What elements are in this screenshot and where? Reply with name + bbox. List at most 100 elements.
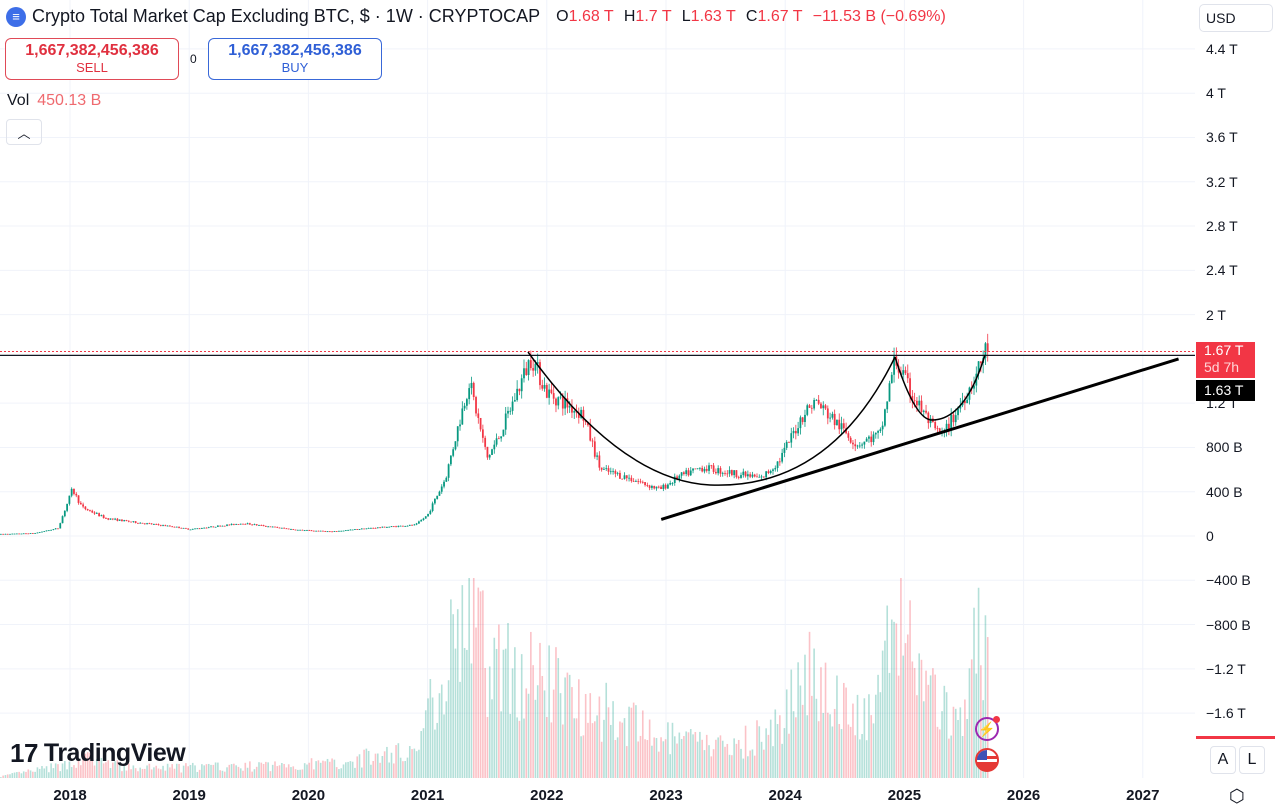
candle-body — [418, 521, 420, 524]
candle-body — [701, 467, 704, 472]
candle-body — [143, 523, 146, 525]
low-key: L — [681, 7, 691, 25]
volume-bar — [653, 737, 656, 778]
log-scale-button[interactable]: L — [1239, 746, 1265, 774]
volume-bar — [719, 735, 722, 778]
volume-bar — [913, 667, 916, 778]
volume-bar — [959, 707, 962, 778]
volume-bar — [888, 672, 891, 778]
candle-body — [162, 525, 164, 526]
volume-bar — [388, 762, 391, 778]
volume-bar — [429, 679, 432, 778]
candle-body — [856, 445, 859, 447]
volume-bar — [22, 771, 25, 778]
candle-body — [603, 468, 605, 470]
candle-body — [148, 523, 151, 525]
candle-body — [271, 526, 274, 528]
candle-body — [443, 481, 445, 487]
candle-body — [481, 429, 484, 438]
candle-body — [89, 510, 91, 512]
candle-body — [36, 532, 39, 534]
volume-bar — [790, 669, 793, 778]
volume-bar — [548, 645, 550, 778]
y-tick-label: 2.4 T — [1206, 262, 1238, 279]
candle-body — [370, 527, 372, 529]
volume-bar — [591, 723, 594, 778]
auto-scale-button[interactable]: A — [1210, 746, 1236, 774]
x-tick-label: 2018 — [53, 787, 87, 804]
volume-bar — [431, 697, 434, 778]
candle-body — [180, 527, 183, 529]
candle-body — [114, 518, 116, 520]
candle-body — [673, 476, 676, 483]
candle-body — [372, 527, 375, 529]
volume-bar — [162, 765, 164, 778]
us-flag-economic-events-icon[interactable] — [975, 748, 999, 772]
volume-bar — [863, 698, 866, 778]
volume-bar — [984, 615, 987, 778]
volume-bar — [756, 720, 758, 778]
candle-body — [520, 378, 523, 392]
candle-body — [246, 523, 249, 525]
volume-bar — [831, 726, 834, 778]
candle-body — [523, 368, 525, 379]
candle-body — [890, 374, 893, 384]
volume-bar — [498, 624, 500, 778]
volume-bar — [612, 701, 614, 778]
volume-bar — [333, 759, 336, 778]
volume-bar — [109, 768, 112, 778]
candle-body — [529, 360, 532, 369]
candle-body — [315, 530, 318, 532]
x-tick-label: 2023 — [649, 787, 683, 804]
y-tick-label: −400 B — [1206, 572, 1251, 589]
volume-bar — [75, 767, 78, 778]
volume-bar — [354, 767, 356, 778]
volume-bar — [472, 578, 475, 778]
lightning-events-icon[interactable]: ⚡ — [975, 717, 999, 741]
volume-bar — [408, 746, 411, 778]
candle-body — [858, 445, 861, 447]
volume-bar — [418, 749, 420, 778]
candle-body — [587, 422, 589, 426]
sell-label: SELL — [76, 60, 108, 75]
volume-bar — [639, 735, 642, 778]
candle-body — [397, 525, 400, 527]
volume-bar — [102, 763, 105, 778]
volume-bar — [838, 724, 841, 778]
candle-body — [810, 407, 813, 409]
candle-body — [20, 533, 23, 535]
volume-bar — [38, 768, 41, 778]
volume-bar — [310, 758, 313, 778]
candle-body — [507, 410, 509, 414]
volume-bar — [66, 769, 68, 778]
volume-bar — [970, 659, 973, 778]
symbol-title[interactable]: Crypto Total Market Cap Excluding BTC, $… — [32, 6, 541, 26]
volume-bar — [166, 763, 169, 778]
settings-gear-icon[interactable]: ⬡ — [1229, 786, 1245, 806]
collapse-legend-button[interactable]: ︿ — [6, 119, 42, 145]
volume-bar — [251, 771, 253, 778]
volume-bar — [760, 741, 763, 778]
volume-bar — [559, 693, 562, 778]
y-tick-label: 3.2 T — [1206, 173, 1238, 190]
last-price: 1.67 T — [1204, 342, 1244, 358]
currency-selector[interactable]: USD — [1199, 4, 1273, 32]
volume-bar — [324, 761, 327, 778]
tradingview-logo[interactable]: 17 TradingView — [10, 738, 186, 769]
volume-bar — [477, 587, 480, 778]
volume-bar — [934, 674, 936, 778]
volume-bar — [340, 768, 343, 778]
buy-button[interactable]: 1,667,382,456,386 BUY — [208, 38, 382, 80]
candle-body — [347, 530, 349, 531]
volume-bar — [710, 756, 713, 778]
volume-bar — [230, 764, 233, 778]
candle-body — [525, 368, 528, 375]
volume-bar — [806, 715, 809, 778]
volume-bar — [107, 760, 110, 778]
candle-body — [646, 485, 649, 486]
candle-body — [822, 405, 825, 409]
sell-button[interactable]: 1,667,382,456,386 SELL — [5, 38, 179, 80]
candle-body — [726, 473, 729, 475]
volume-bar — [952, 706, 955, 778]
